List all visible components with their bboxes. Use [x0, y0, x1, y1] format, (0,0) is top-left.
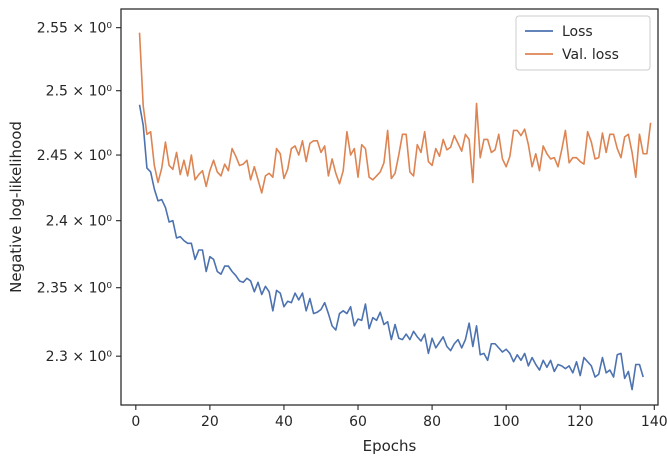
x-tick-label: 20 — [201, 414, 219, 430]
y-axis-label: Negative log-likelihood — [7, 121, 25, 293]
series-line-loss — [138, 104, 644, 391]
legend-label-val-loss: Val. loss — [562, 47, 619, 63]
y-tick-label: 2.45 × 10⁰ — [37, 148, 113, 164]
y-tick-label: 2.35 × 10⁰ — [37, 281, 113, 297]
y-tick-label: 2.3 × 10⁰ — [46, 349, 113, 365]
series-line-val-loss — [138, 32, 652, 194]
x-tick-label: 100 — [493, 414, 520, 430]
legend: Loss Val. loss — [515, 15, 651, 71]
legend-box — [515, 15, 651, 71]
x-tick-label: 120 — [567, 414, 594, 430]
x-axis-label: Epochs — [363, 437, 417, 455]
y-tick-label: 2.55 × 10⁰ — [37, 21, 113, 37]
x-tick-label: 40 — [275, 414, 293, 430]
y-tick-label: 2.4 × 10⁰ — [46, 214, 113, 230]
x-tick-label: 0 — [131, 414, 140, 430]
x-tick-label: 80 — [423, 414, 441, 430]
legend-label-loss: Loss — [562, 24, 593, 40]
plot-frame — [120, 8, 659, 406]
y-tick-label: 2.5 × 10⁰ — [46, 84, 113, 100]
x-tick-label: 60 — [349, 414, 367, 430]
x-tick-label: 140 — [641, 414, 667, 430]
